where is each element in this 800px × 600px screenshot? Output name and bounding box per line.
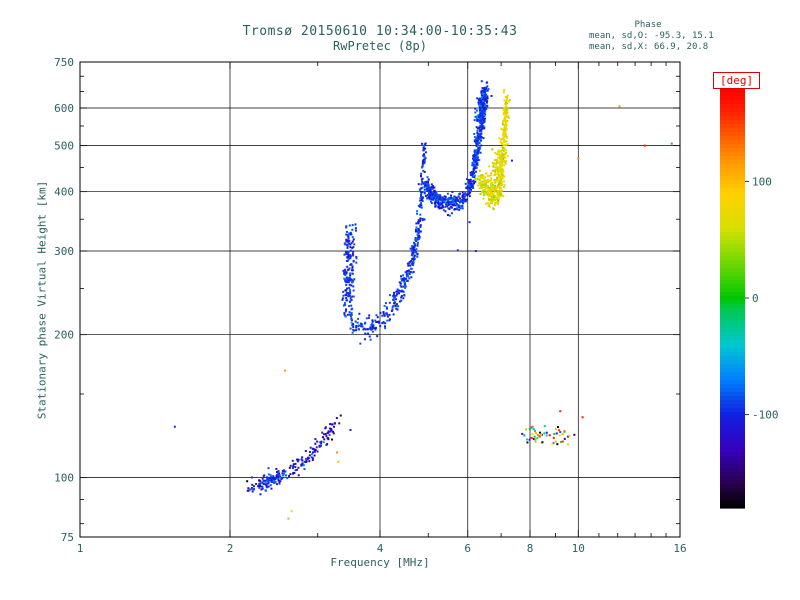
svg-text:6: 6	[464, 542, 471, 555]
svg-text:500: 500	[54, 140, 74, 153]
svg-text:16: 16	[673, 542, 686, 555]
svg-text:600: 600	[54, 102, 74, 115]
svg-text:400: 400	[54, 186, 74, 199]
phase-stats-header: Phase	[634, 20, 662, 30]
plot-title: Tromsø 20150610 10:34:00-10:35:43	[242, 24, 518, 39]
svg-text:8: 8	[527, 542, 534, 555]
svg-text:100: 100	[54, 472, 74, 485]
svg-text:100: 100	[752, 175, 772, 188]
svg-text:4: 4	[377, 542, 384, 555]
phase-stats-x-mode: mean, sd,X: 66.9, 20.8	[589, 42, 709, 52]
colorbar-unit-label: [deg]	[713, 72, 761, 89]
svg-text:200: 200	[54, 329, 74, 342]
svg-text:10: 10	[572, 542, 585, 555]
svg-text:75: 75	[61, 531, 74, 544]
svg-text:2: 2	[227, 542, 234, 555]
svg-text:1: 1	[77, 542, 84, 555]
svg-text:-100: -100	[752, 409, 779, 422]
svg-text:750: 750	[54, 56, 74, 69]
svg-text:300: 300	[54, 245, 74, 258]
svg-text:0: 0	[752, 292, 759, 305]
plot-subtitle: RwPretec (8p)	[333, 39, 427, 53]
y-axis-label: Stationary phase Virtual Height [km]	[35, 180, 49, 420]
x-axis-label: Frequency [MHz]	[330, 556, 430, 569]
phase-stats: Phase mean, sd,O: -95.3, 15.1 mean, sd,X…	[589, 20, 719, 53]
phase-stats-o-mode: mean, sd,O: -95.3, 15.1	[589, 31, 714, 41]
